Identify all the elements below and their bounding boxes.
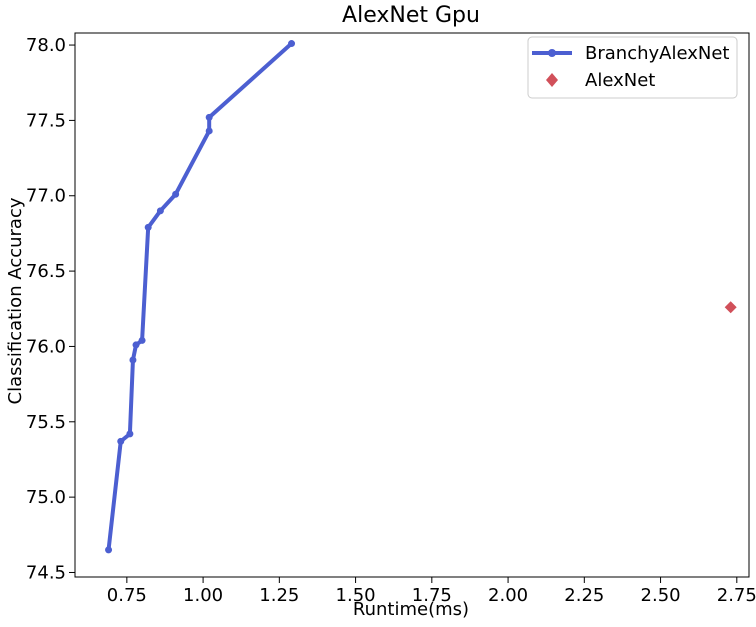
legend-label-alexnet: AlexNet xyxy=(585,70,655,91)
data-point-branchyalexnet xyxy=(205,113,213,121)
legend-marker-alexnet xyxy=(546,73,558,87)
data-point-branchyalexnet xyxy=(129,356,137,364)
legend: BranchyAlexNet AlexNet xyxy=(527,36,738,99)
y-tick-label: 75.5 xyxy=(26,412,66,433)
data-point-branchyalexnet xyxy=(105,546,113,554)
x-tick-label: 1.25 xyxy=(259,585,299,606)
y-tick-label: 76.5 xyxy=(26,261,66,282)
legend-marker-branchyalexnet xyxy=(548,49,556,57)
data-point-branchyalexnet xyxy=(288,40,296,48)
x-tick-label: 2.75 xyxy=(717,585,756,606)
chart-title: AlexNet Gpu xyxy=(342,3,480,28)
y-axis-ticks: 74.5 75.0 75.5 76.0 76.5 77.0 77.5 78.0 xyxy=(26,35,75,583)
y-axis-label: Classification Accuracy xyxy=(5,197,26,404)
x-tick-label: 2.25 xyxy=(564,585,604,606)
data-point-alexnet xyxy=(724,301,737,314)
series-layer xyxy=(105,40,737,554)
legend-label-branchyalexnet: BranchyAlexNet xyxy=(585,43,729,64)
data-point-branchyalexnet xyxy=(138,336,146,344)
y-tick-label: 77.5 xyxy=(26,110,66,131)
series-line-branchyalexnet xyxy=(106,42,293,551)
y-tick-label: 77.0 xyxy=(26,186,66,207)
x-tick-label: 2.00 xyxy=(488,585,528,606)
x-tick-label: 2.50 xyxy=(641,585,681,606)
data-point-branchyalexnet xyxy=(156,207,164,215)
x-tick-label: 0.75 xyxy=(107,585,147,606)
data-point-branchyalexnet xyxy=(117,437,125,445)
x-tick-label: 1.50 xyxy=(336,585,376,606)
y-tick-label: 76.0 xyxy=(26,336,66,357)
data-point-branchyalexnet xyxy=(132,341,140,349)
data-point-branchyalexnet xyxy=(205,127,213,135)
data-point-branchyalexnet xyxy=(172,190,180,198)
x-tick-label: 1.00 xyxy=(183,585,223,606)
y-tick-label: 75.0 xyxy=(26,487,66,508)
legend-frame xyxy=(527,36,738,99)
data-point-branchyalexnet xyxy=(126,430,134,438)
x-axis-label: Runtime(ms) xyxy=(353,599,469,620)
x-axis-ticks: 0.75 1.00 1.25 1.50 1.75 2.00 2.25 2.50 2.75 xyxy=(107,577,756,606)
data-point-branchyalexnet xyxy=(144,223,152,231)
plot-area xyxy=(74,32,750,578)
y-tick-label: 78.0 xyxy=(26,35,66,56)
y-tick-label: 74.5 xyxy=(26,562,66,583)
x-tick-label: 1.75 xyxy=(412,585,452,606)
